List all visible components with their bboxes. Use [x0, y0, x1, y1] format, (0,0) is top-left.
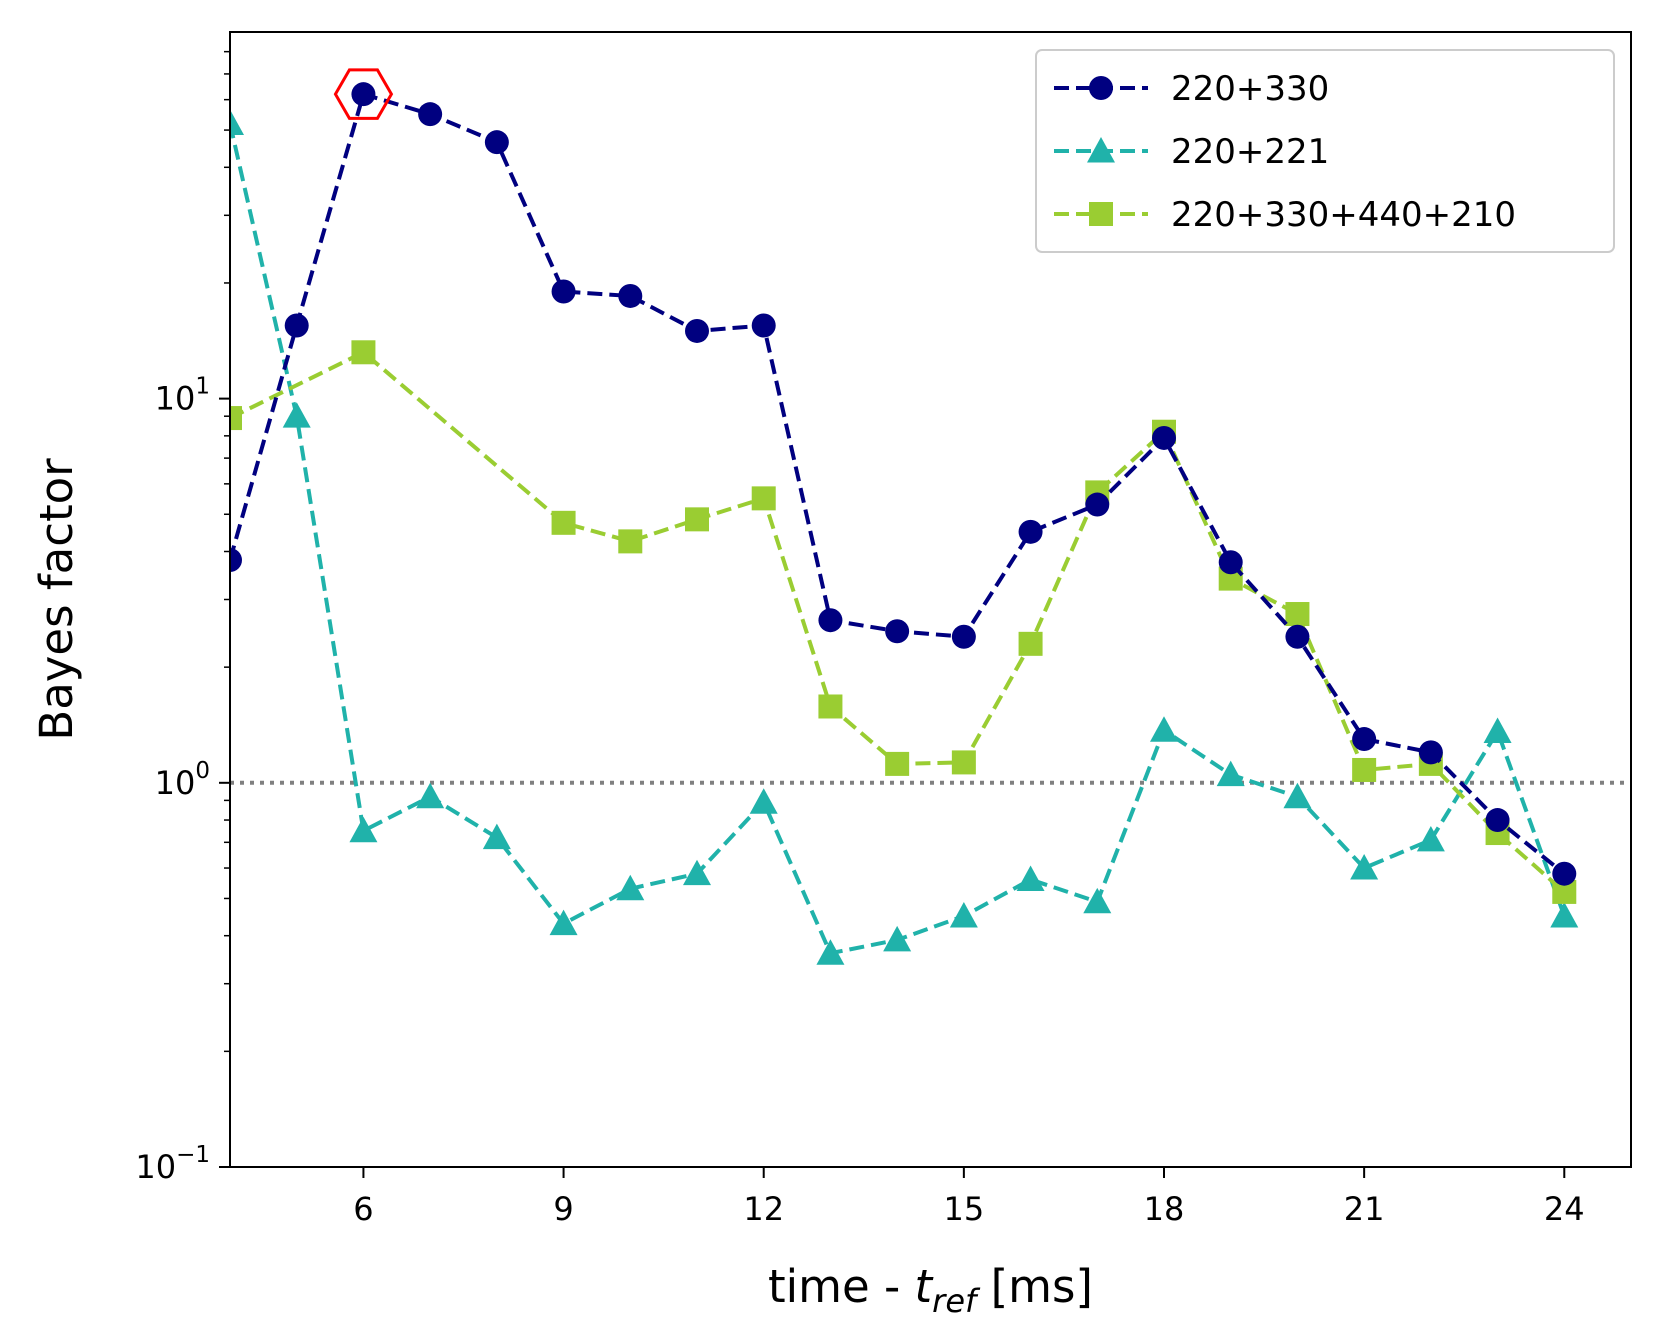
- data-point-220-221-19: [1483, 717, 1512, 743]
- data-point-220-221-4: [482, 823, 511, 850]
- data-point-220-330-440-210-6: [818, 694, 843, 719]
- data-point-220-330-17: [1352, 727, 1377, 752]
- data-point-220-330-14: [1152, 425, 1176, 450]
- legend-box: [1035, 49, 1615, 253]
- data-point-220-330-440-210-7: [885, 751, 910, 776]
- data-point-220-330-8: [751, 313, 776, 338]
- data-point-220-330-1: [284, 313, 309, 338]
- data-point-220-221-12: [1016, 865, 1045, 892]
- y-tick-label-1: 100: [155, 758, 210, 802]
- x-tick-label-18: 18: [1144, 1190, 1185, 1228]
- data-point-220-330-440-210-9: [1018, 631, 1043, 656]
- data-point-220-221-8: [749, 788, 778, 814]
- data-point-220-221-7: [683, 859, 711, 886]
- data-point-220-330-440-210-1: [351, 340, 376, 365]
- data-point-220-330-20: [1552, 861, 1577, 886]
- data-point-220-330-7: [685, 318, 709, 343]
- data-point-220-330-440-210-3: [618, 529, 643, 554]
- data-point-220-221-10: [883, 925, 912, 952]
- data-point-220-330-19: [1485, 808, 1510, 833]
- data-point-220-330-6: [618, 283, 643, 308]
- data-point-220-330-440-210-0: [230, 406, 242, 431]
- data-point-220-330-5: [551, 279, 576, 304]
- data-point-220-330-12: [1018, 519, 1043, 544]
- data-point-220-330-440-210-13: [1285, 602, 1310, 627]
- data-point-220-221-6: [616, 874, 645, 901]
- legend-label-220-330: 220+330: [1171, 69, 1329, 109]
- data-point-220-221-0: [230, 109, 244, 136]
- data-point-220-221-18: [1416, 825, 1445, 852]
- data-point-220-221-16: [1283, 782, 1312, 809]
- legend-marker-220-330: [1089, 76, 1113, 100]
- legend-marker-220-221: [1087, 137, 1115, 163]
- data-point-220-221-2: [349, 816, 378, 843]
- data-point-220-221-14: [1150, 716, 1178, 742]
- x-tick-label-21: 21: [1344, 1190, 1385, 1228]
- data-point-220-330-10: [885, 619, 910, 644]
- data-point-220-221-20: [1550, 902, 1579, 928]
- legend-marker-220-330-440-210: [1089, 202, 1113, 226]
- data-point-220-221-11: [949, 902, 978, 928]
- data-point-220-330-0: [230, 548, 242, 573]
- legend-label-220-330-440-210: 220+330+440+210: [1171, 195, 1516, 235]
- data-point-220-221-1: [282, 402, 311, 428]
- data-point-220-330-11: [951, 624, 976, 649]
- data-point-220-330-440-210-14: [1352, 757, 1377, 782]
- y-tick-label-0: 10−1: [135, 1142, 210, 1186]
- data-point-220-330-16: [1285, 624, 1310, 649]
- legend: 220+330 220+221 220+330+440+210: [1035, 49, 1615, 253]
- legend-label-220-221: 220+221: [1171, 132, 1329, 172]
- y-axis-title: Bayes factor: [30, 458, 83, 741]
- data-point-220-221-9: [816, 939, 845, 965]
- data-point-220-330-15: [1218, 550, 1243, 575]
- data-point-220-330-440-210-8: [951, 750, 976, 775]
- x-axis-title: time - tref [ms]: [768, 1260, 1093, 1320]
- data-point-220-330-9: [818, 608, 843, 633]
- data-point-220-221-5: [549, 909, 578, 936]
- data-point-220-330-440-210-5: [751, 486, 776, 511]
- data-point-220-330-2: [351, 82, 376, 107]
- data-point-220-330-3: [418, 102, 443, 127]
- data-point-220-221-3: [416, 782, 445, 809]
- axes: 6 9 12 15 18 21 24 10−1 100 101 Bayes factor time -…: [30, 31, 1632, 1320]
- data-point-220-221-15: [1216, 760, 1245, 787]
- x-tick-label-9: 9: [553, 1190, 573, 1228]
- data-point-220-221-13: [1083, 887, 1112, 914]
- data-point-220-330-13: [1085, 492, 1110, 517]
- highlight-hexagon-marker: [333, 68, 394, 120]
- data-point-220-330-18: [1418, 740, 1443, 765]
- y-tick-label-2: 101: [155, 374, 210, 418]
- data-point-220-221-17: [1350, 854, 1379, 880]
- data-point-220-330-440-210-4: [685, 507, 709, 532]
- data-point-220-330-4: [484, 130, 509, 155]
- x-tick-label-6: 6: [353, 1190, 373, 1228]
- x-tick-label-15: 15: [943, 1190, 984, 1228]
- x-tick-label-12: 12: [743, 1190, 784, 1228]
- plot-area: [230, 68, 1631, 965]
- data-point-220-330-440-210-2: [551, 510, 576, 535]
- x-tick-label-24: 24: [1544, 1190, 1585, 1228]
